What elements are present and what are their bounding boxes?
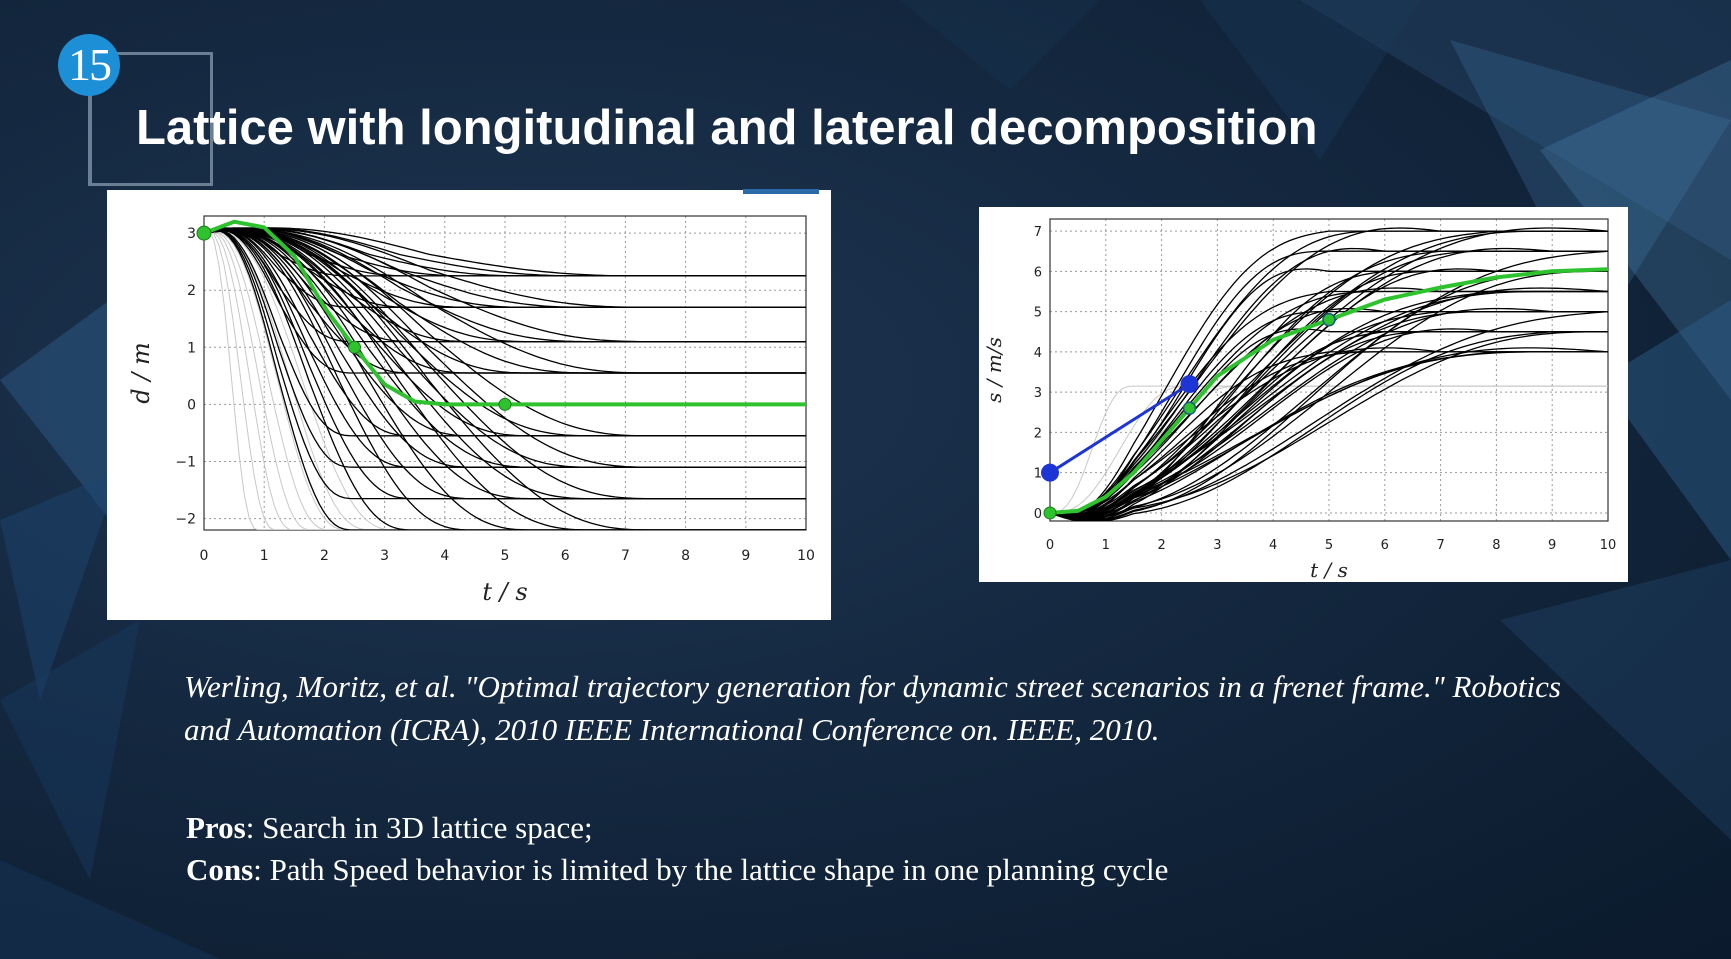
candidate-trajectory <box>1050 331 1608 520</box>
discarded-trajectory <box>204 230 806 530</box>
waypoint-marker <box>1182 401 1197 416</box>
candidate-trajectory <box>1050 307 1608 516</box>
x-tick-label: 0 <box>200 548 209 564</box>
candidate-trajectory <box>204 228 806 343</box>
longitudinal-lattice-chart: 0 1 2 3 4 5 6 7 8 9 10 0 1 2 3 4 5 6 7 t / s s / m/s <box>982 218 1617 582</box>
candidate-trajectory <box>1050 347 1608 516</box>
y-tick-label: 6 <box>1034 265 1042 280</box>
x-tick-label: 3 <box>1213 538 1221 553</box>
candidate-trajectory <box>1050 287 1608 516</box>
candidate-trajectory <box>1050 328 1608 516</box>
x-axis-label: t / s <box>1310 558 1348 582</box>
x-tick-label: 8 <box>1492 538 1500 553</box>
y-tick-label: 5 <box>1034 306 1042 321</box>
x-tick-label: 3 <box>380 548 389 564</box>
x-tick-label: 10 <box>797 548 815 564</box>
candidate-trajectory <box>204 229 806 437</box>
candidate-trajectory <box>1050 270 1608 519</box>
x-tick-label: 7 <box>621 548 630 564</box>
candidate-trajectory <box>204 229 806 468</box>
y-tick-label: −1 <box>175 454 196 470</box>
selected-trajectory <box>1050 267 1608 515</box>
candidate-trajectory <box>204 229 806 530</box>
x-tick-label: 6 <box>1381 538 1389 553</box>
discarded-trajectory <box>204 230 806 530</box>
lateral-lattice-figure: 0 1 2 3 4 5 6 7 8 9 10 −2 −1 0 1 2 3 t / s d / m <box>107 189 831 620</box>
reference-line <box>1050 382 1191 474</box>
candidate-trajectory <box>1050 310 1608 521</box>
discarded-trajectory <box>204 230 806 530</box>
y-tick-label: 1 <box>1034 467 1042 482</box>
candidate-trajectory <box>1050 290 1608 517</box>
figure-accent-bar <box>743 189 819 194</box>
cons-label: Cons <box>186 852 254 887</box>
y-tick-label: 4 <box>1034 346 1042 361</box>
candidate-trajectory <box>204 229 806 530</box>
y-tick-label: 3 <box>1034 386 1042 401</box>
title-frame-decoration <box>88 52 213 186</box>
y-axis-label: s / m/s <box>982 337 1006 403</box>
cons-text: : Path Speed behavior is limited by the … <box>253 852 1169 887</box>
x-tick-label: 5 <box>1325 538 1333 553</box>
citation-text: Werling, Moritz, et al. "Optimal traject… <box>184 669 1561 747</box>
x-tick-label: 0 <box>1046 538 1054 553</box>
candidate-trajectory <box>204 229 806 530</box>
y-tick-label: 0 <box>1034 507 1042 522</box>
x-tick-label: 8 <box>681 548 690 564</box>
x-tick-label: 1 <box>260 548 269 564</box>
lattice-curves <box>204 219 806 530</box>
y-axis-label: d / m <box>127 342 155 403</box>
candidate-trajectory <box>204 229 806 500</box>
x-tick-label: 6 <box>561 548 570 564</box>
candidate-trajectory <box>1050 230 1608 517</box>
y-tick-label: 2 <box>1034 426 1042 441</box>
x-tick-label: 4 <box>440 548 449 564</box>
candidate-trajectory <box>204 229 806 530</box>
start-point-marker <box>1043 506 1057 520</box>
x-tick-label: 7 <box>1436 538 1444 553</box>
slide-number-badge: 15 <box>58 34 120 96</box>
reference-point-marker <box>1180 375 1199 394</box>
waypoint-marker <box>348 340 361 354</box>
candidate-trajectory <box>204 227 806 277</box>
x-tick-label: 2 <box>1157 538 1165 553</box>
lattice-curves <box>1050 227 1608 521</box>
discarded-trajectory <box>204 230 806 530</box>
candidate-trajectory <box>1050 331 1608 521</box>
discarded-trajectory <box>204 230 806 530</box>
waypoint-marker <box>498 397 512 411</box>
x-axis-label: t / s <box>482 578 527 606</box>
candidate-trajectory <box>204 228 806 374</box>
lateral-lattice-chart: 0 1 2 3 4 5 6 7 8 9 10 −2 −1 0 1 2 3 t / s d / m <box>127 215 815 606</box>
selected-trajectory <box>204 219 806 407</box>
x-tick-label: 1 <box>1102 538 1110 553</box>
y-tick-label: 2 <box>187 283 196 299</box>
y-tick-label: 7 <box>1034 225 1042 240</box>
y-tick-label: −2 <box>175 512 196 528</box>
candidate-trajectory <box>204 227 806 308</box>
pros-text: : Search in 3D lattice space; <box>245 810 593 845</box>
y-tick-label: 3 <box>187 226 196 242</box>
plot-frame <box>1049 218 1609 522</box>
y-tick-label: 0 <box>187 397 196 413</box>
pros-line: Pros: Search in 3D lattice space; <box>186 810 593 846</box>
x-tick-label: 10 <box>1600 538 1617 553</box>
x-tick-label: 5 <box>501 548 510 564</box>
cons-line: Cons: Path Speed behavior is limited by … <box>186 852 1168 888</box>
pros-label: Pros <box>186 810 246 845</box>
x-tick-label: 2 <box>320 548 329 564</box>
reference-point-marker <box>1041 463 1059 482</box>
start-point-marker <box>196 225 212 241</box>
x-tick-label: 4 <box>1269 538 1277 553</box>
slide-title: Lattice with longitudinal and lateral de… <box>136 101 1318 155</box>
candidate-trajectory <box>204 229 806 530</box>
y-tick-label: 1 <box>187 340 196 356</box>
discarded-trajectory <box>1050 385 1608 514</box>
longitudinal-lattice-figure: 0 1 2 3 4 5 6 7 8 9 10 0 1 2 3 4 5 6 7 t / s s / m/s <box>979 207 1628 582</box>
x-tick-label: 9 <box>741 548 750 564</box>
waypoint-marker <box>1322 312 1336 327</box>
x-tick-label: 9 <box>1548 538 1556 553</box>
